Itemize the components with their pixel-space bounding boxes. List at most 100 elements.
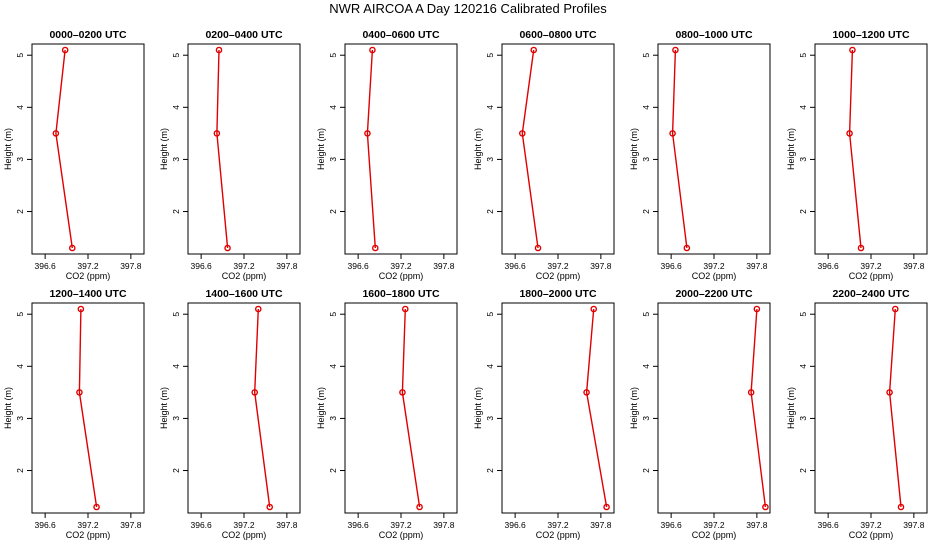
y-tick-label: 4 [171, 364, 181, 369]
co2-profile-line [521, 49, 539, 249]
plot-frame [814, 302, 928, 514]
y-tick-label: 4 [485, 364, 495, 369]
y-tick-label: 3 [641, 416, 651, 421]
y-tick-label: 5 [641, 312, 651, 317]
y-tick-label: 4 [328, 364, 338, 369]
y-tick-label: 4 [641, 105, 651, 110]
x-axis-label: CO2 (ppm) [692, 530, 737, 540]
data-point [518, 130, 526, 137]
plot-frame [344, 302, 458, 514]
y-tick-label: 5 [171, 53, 181, 58]
y-tick-label: 5 [15, 53, 25, 58]
x-tick-label: 396.6 [348, 261, 370, 271]
x-tick-label: 397.2 [77, 261, 99, 271]
panel-title: 1400–1600 UTC [205, 288, 282, 300]
co2-profile-line [78, 308, 98, 508]
panel-title: 1000–1200 UTC [832, 29, 909, 41]
panel-title: 1800–2000 UTC [519, 288, 596, 300]
plot-frame [501, 43, 615, 255]
x-axis-label: CO2 (ppm) [66, 271, 111, 281]
y-axis-label: Height (m) [3, 387, 13, 429]
x-tick-label: 396.6 [348, 520, 370, 530]
co2-profile-line [253, 308, 271, 508]
x-tick-label: 397.8 [120, 520, 142, 530]
data-point [849, 46, 856, 54]
y-axis-label: Height (m) [786, 128, 796, 170]
profile-panel: 2200–2400 UTC 396.6 397.2 397.8 CO2 (ppm) 2 3 4… [786, 288, 928, 540]
x-tick-label: 397.8 [276, 520, 298, 530]
panel-title: 1200–1400 UTC [49, 288, 126, 300]
x-tick-label: 397.2 [390, 520, 412, 530]
data-point [530, 46, 538, 54]
y-tick-label: 2 [171, 468, 181, 473]
x-axis-label: CO2 (ppm) [692, 271, 737, 281]
data-point [857, 244, 865, 252]
y-tick-label: 5 [15, 312, 25, 317]
x-tick-label: 397.8 [120, 261, 142, 271]
y-tick-label: 4 [328, 105, 338, 110]
y-tick-label: 3 [798, 416, 808, 421]
x-tick-label: 397.8 [903, 261, 925, 271]
panel-title: 2200–2400 UTC [832, 288, 909, 300]
profile-panel: 0400–0600 UTC 396.6 397.2 397.8 CO2 (ppm) 2 3 4… [316, 29, 458, 281]
x-axis-label: CO2 (ppm) [536, 530, 581, 540]
y-tick-label: 3 [15, 157, 25, 162]
y-tick-label: 4 [15, 105, 25, 110]
y-axis-label: Height (m) [473, 128, 483, 170]
x-tick-label: 397.8 [903, 520, 925, 530]
x-tick-label: 396.6 [505, 261, 527, 271]
y-tick-label: 5 [328, 53, 338, 58]
x-tick-label: 397.8 [746, 261, 768, 271]
co2-profile-line [671, 49, 688, 249]
data-point [897, 503, 905, 511]
y-tick-label: 3 [171, 416, 181, 421]
panel-title: 2000–2200 UTC [675, 288, 752, 300]
co2-profile-line [401, 308, 421, 508]
profile-panel: 1800–2000 UTC 396.6 397.2 397.8 CO2 (ppm) 2 3 4… [473, 288, 615, 540]
y-tick-label: 2 [15, 209, 25, 214]
y-tick-label: 2 [798, 468, 808, 473]
y-tick-label: 2 [485, 209, 495, 214]
plot-frame [31, 302, 145, 514]
x-tick-label: 396.6 [191, 520, 213, 530]
data-point [369, 46, 376, 54]
y-tick-label: 5 [485, 312, 495, 317]
co2-profile-line [366, 49, 376, 249]
profile-panel: 0800–1000 UTC 396.6 397.2 397.8 CO2 (ppm) 2 3 4… [629, 29, 771, 281]
plot-frame [187, 43, 301, 255]
y-tick-label: 3 [485, 416, 495, 421]
panel-title: 0000–0200 UTC [49, 29, 126, 41]
co2-profile-line [750, 308, 767, 508]
x-axis-label: CO2 (ppm) [222, 530, 267, 540]
data-point [669, 130, 676, 137]
data-point [364, 130, 371, 137]
y-tick-label: 4 [15, 364, 25, 369]
co2-profile-line [848, 49, 862, 249]
y-tick-label: 2 [328, 209, 338, 214]
y-tick-label: 2 [641, 468, 651, 473]
co2-profile-line [216, 49, 229, 249]
x-tick-label: 397.2 [860, 520, 882, 530]
y-tick-label: 5 [485, 53, 495, 58]
profile-panel: 1600–1800 UTC 396.6 397.2 397.8 CO2 (ppm) 2 3 4… [316, 288, 458, 540]
data-point [590, 305, 598, 313]
x-tick-label: 397.8 [433, 261, 455, 271]
x-tick-label: 397.2 [703, 261, 725, 271]
y-tick-label: 4 [641, 364, 651, 369]
panel-title: 1600–1800 UTC [362, 288, 439, 300]
data-point [224, 244, 231, 252]
data-point [891, 305, 899, 313]
x-tick-label: 397.2 [233, 520, 255, 530]
x-tick-label: 397.2 [547, 261, 569, 271]
y-tick-label: 3 [328, 157, 338, 162]
data-point [747, 389, 755, 396]
plot-frame [501, 302, 615, 514]
x-tick-label: 397.8 [590, 520, 612, 530]
data-point [399, 389, 406, 396]
y-axis-label: Height (m) [473, 387, 483, 429]
y-tick-label: 2 [485, 468, 495, 473]
x-tick-label: 396.6 [35, 520, 57, 530]
x-tick-label: 396.6 [818, 261, 840, 271]
x-tick-label: 397.2 [390, 261, 412, 271]
